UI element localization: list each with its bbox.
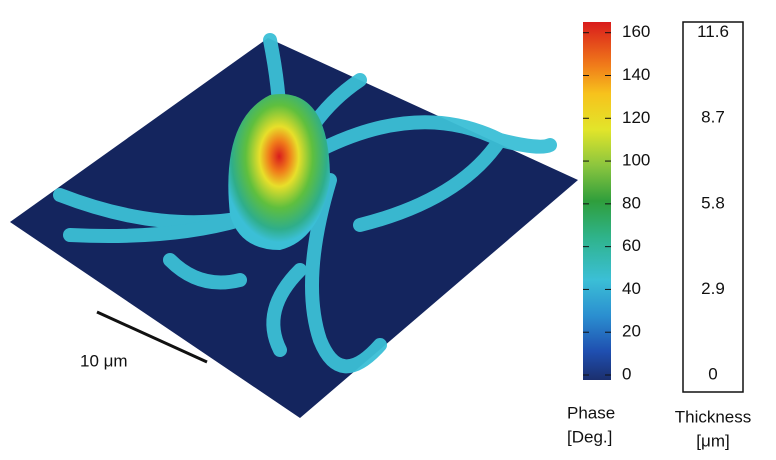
- tick-label: 0: [708, 364, 717, 383]
- tick-label: 100: [622, 151, 650, 170]
- tick-label: 160: [622, 22, 650, 41]
- tick-label: 40: [622, 279, 641, 298]
- figure: 10 μm Phase [Deg.] Thickness [μm] 0 20 40 6…: [0, 0, 776, 455]
- tick-label: 140: [622, 65, 650, 84]
- colorbar-label: Phase: [567, 403, 615, 422]
- colorbar-label: [Deg.]: [567, 427, 612, 446]
- tick-label: 60: [622, 236, 641, 255]
- tick-label: 120: [622, 108, 650, 127]
- scale-bar-label: 10 μm: [80, 351, 128, 370]
- tick-label: 8.7: [701, 108, 725, 127]
- thickness-label: [μm]: [696, 431, 729, 450]
- tick-label: 80: [622, 193, 641, 212]
- tick-label: 11.6: [697, 22, 729, 41]
- tick-label: 0: [622, 364, 631, 383]
- tick-label: 2.9: [701, 279, 725, 298]
- tick-label: 5.8: [701, 193, 725, 212]
- thickness-label: Thickness: [675, 407, 752, 426]
- tick-label: 20: [622, 322, 641, 341]
